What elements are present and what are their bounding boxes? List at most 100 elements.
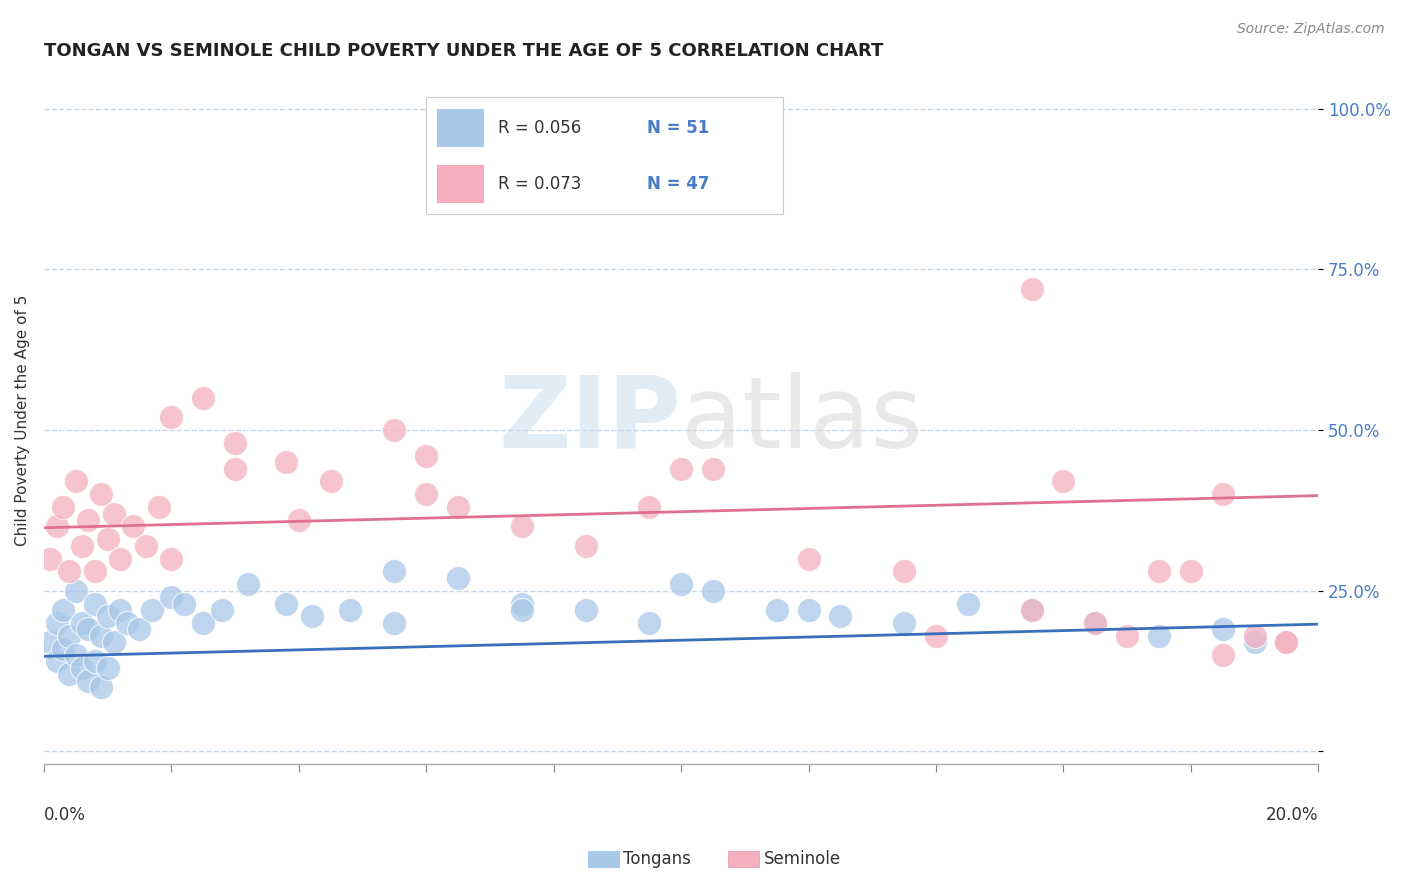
Point	[702, 461, 724, 475]
Point	[128, 622, 150, 636]
Point	[447, 500, 470, 515]
Point	[103, 507, 125, 521]
Point	[1212, 487, 1234, 501]
Point	[274, 455, 297, 469]
Point	[669, 461, 692, 475]
Point	[925, 629, 948, 643]
Y-axis label: Child Poverty Under the Age of 5: Child Poverty Under the Age of 5	[15, 294, 30, 546]
Point	[65, 475, 87, 489]
Point	[765, 603, 787, 617]
Point	[70, 661, 93, 675]
Text: Seminole: Seminole	[763, 850, 841, 868]
Point	[65, 583, 87, 598]
Point	[77, 622, 100, 636]
Point	[287, 513, 309, 527]
Text: 20.0%: 20.0%	[1265, 805, 1319, 823]
Point	[382, 615, 405, 630]
Point	[382, 565, 405, 579]
Point	[193, 615, 215, 630]
Point	[1021, 282, 1043, 296]
Point	[52, 641, 75, 656]
Text: ZIP: ZIP	[498, 372, 681, 469]
Point	[193, 391, 215, 405]
Point	[319, 475, 342, 489]
Point	[39, 551, 62, 566]
Point	[97, 533, 120, 547]
Point	[52, 603, 75, 617]
Text: Source: ZipAtlas.com: Source: ZipAtlas.com	[1237, 22, 1385, 37]
Point	[893, 615, 915, 630]
Point	[638, 615, 661, 630]
Point	[83, 597, 105, 611]
Point	[83, 565, 105, 579]
Point	[97, 609, 120, 624]
Point	[70, 615, 93, 630]
Point	[110, 603, 132, 617]
Point	[956, 597, 979, 611]
Point	[415, 449, 437, 463]
Point	[274, 597, 297, 611]
Point	[1212, 648, 1234, 662]
Point	[1212, 622, 1234, 636]
Point	[45, 519, 67, 533]
Point	[224, 461, 246, 475]
Point	[90, 680, 112, 694]
Point	[90, 629, 112, 643]
Text: 0.0%: 0.0%	[44, 805, 86, 823]
Point	[1021, 603, 1043, 617]
Point	[1147, 565, 1170, 579]
Point	[110, 551, 132, 566]
Point	[415, 487, 437, 501]
Point	[638, 500, 661, 515]
Point	[236, 577, 259, 591]
Point	[211, 603, 233, 617]
Point	[141, 603, 163, 617]
Point	[148, 500, 170, 515]
Point	[510, 519, 533, 533]
Point	[52, 500, 75, 515]
Point	[77, 513, 100, 527]
Point	[122, 519, 145, 533]
Point	[797, 603, 820, 617]
Point	[510, 603, 533, 617]
Point	[1275, 635, 1298, 649]
Point	[58, 565, 80, 579]
Point	[115, 615, 138, 630]
Point	[45, 655, 67, 669]
Point	[1084, 615, 1107, 630]
Point	[830, 609, 852, 624]
Point	[58, 667, 80, 681]
Point	[669, 577, 692, 591]
Point	[702, 583, 724, 598]
Point	[1243, 629, 1265, 643]
Point	[1180, 565, 1202, 579]
Point	[45, 615, 67, 630]
Point	[70, 539, 93, 553]
Point	[574, 603, 596, 617]
Point	[301, 609, 323, 624]
Point	[339, 603, 361, 617]
Point	[103, 635, 125, 649]
Point	[97, 661, 120, 675]
Point	[58, 629, 80, 643]
Point	[382, 423, 405, 437]
Point	[447, 571, 470, 585]
Point	[797, 551, 820, 566]
Point	[135, 539, 157, 553]
Point	[173, 597, 195, 611]
Point	[1052, 475, 1074, 489]
Point	[510, 597, 533, 611]
Point	[83, 655, 105, 669]
Point	[77, 673, 100, 688]
Point	[1275, 635, 1298, 649]
Point	[1084, 615, 1107, 630]
Text: atlas: atlas	[681, 372, 922, 469]
Text: Tongans: Tongans	[623, 850, 690, 868]
Point	[65, 648, 87, 662]
Point	[1116, 629, 1139, 643]
Point	[574, 539, 596, 553]
Point	[90, 487, 112, 501]
Point	[1147, 629, 1170, 643]
Point	[39, 635, 62, 649]
Text: TONGAN VS SEMINOLE CHILD POVERTY UNDER THE AGE OF 5 CORRELATION CHART: TONGAN VS SEMINOLE CHILD POVERTY UNDER T…	[44, 42, 883, 60]
